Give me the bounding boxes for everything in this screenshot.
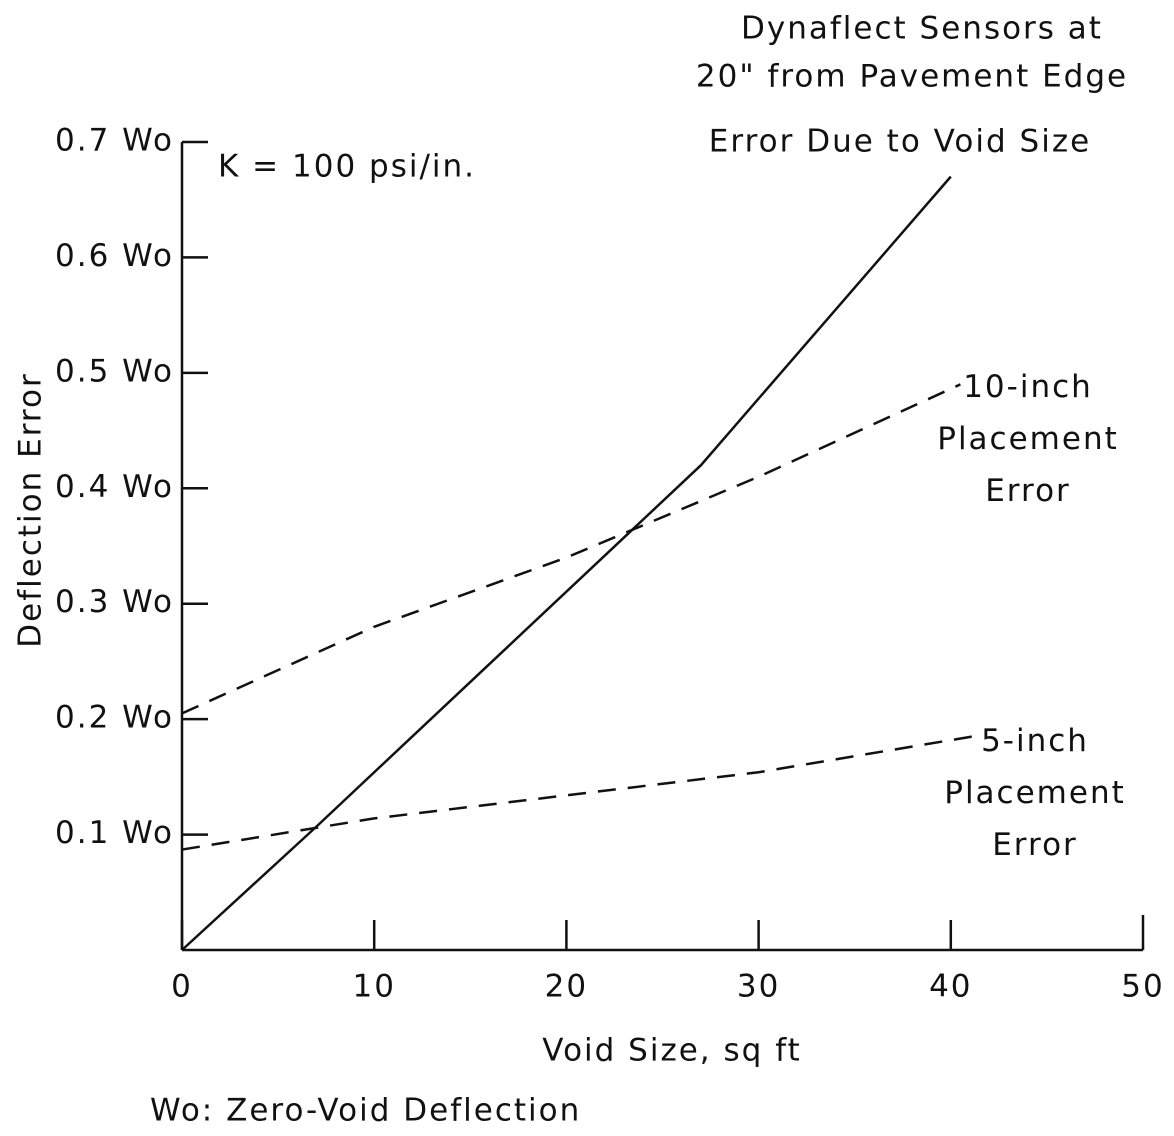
- y-tick-label: 0.2 Wo: [55, 700, 174, 736]
- x-tick-label: 30: [737, 969, 780, 1005]
- y-tick-label: 0.4 Wo: [55, 469, 174, 505]
- series-line: [181, 175, 952, 951]
- series-label: 10-inch Placement Error: [937, 369, 1119, 509]
- series-line: [181, 734, 980, 851]
- x-tick-label: 40: [929, 969, 972, 1005]
- y-axis-label: Deflection Error: [13, 372, 49, 647]
- series-label: Error Due to Void Size: [709, 124, 1091, 160]
- annotation: K = 100 psi/in.: [218, 149, 476, 185]
- y-tick-label: 0.5 Wo: [55, 353, 174, 389]
- x-tick-label: 50: [1121, 969, 1164, 1005]
- x-tick-label: 20: [545, 969, 588, 1005]
- x-tick-label: 10: [352, 969, 395, 1005]
- series-line: [181, 383, 961, 715]
- y-tick-label: 0.1 Wo: [55, 815, 174, 851]
- chart-title-line: 20" from Pavement Edge: [696, 59, 1128, 95]
- y-tick-label: 0.3 Wo: [55, 584, 174, 620]
- y-tick-label: 0.6 Wo: [55, 238, 174, 274]
- series-label: 5-inch Placement Error: [944, 723, 1126, 863]
- x-tick-label: 0: [171, 969, 193, 1005]
- footnote: Wo: Zero-Void Deflection: [150, 1093, 581, 1129]
- y-tick-label: 0.7 Wo: [55, 123, 174, 159]
- chart-title-line: Dynaflect Sensors at: [741, 11, 1103, 47]
- x-axis-label: Void Size, sq ft: [542, 1033, 801, 1069]
